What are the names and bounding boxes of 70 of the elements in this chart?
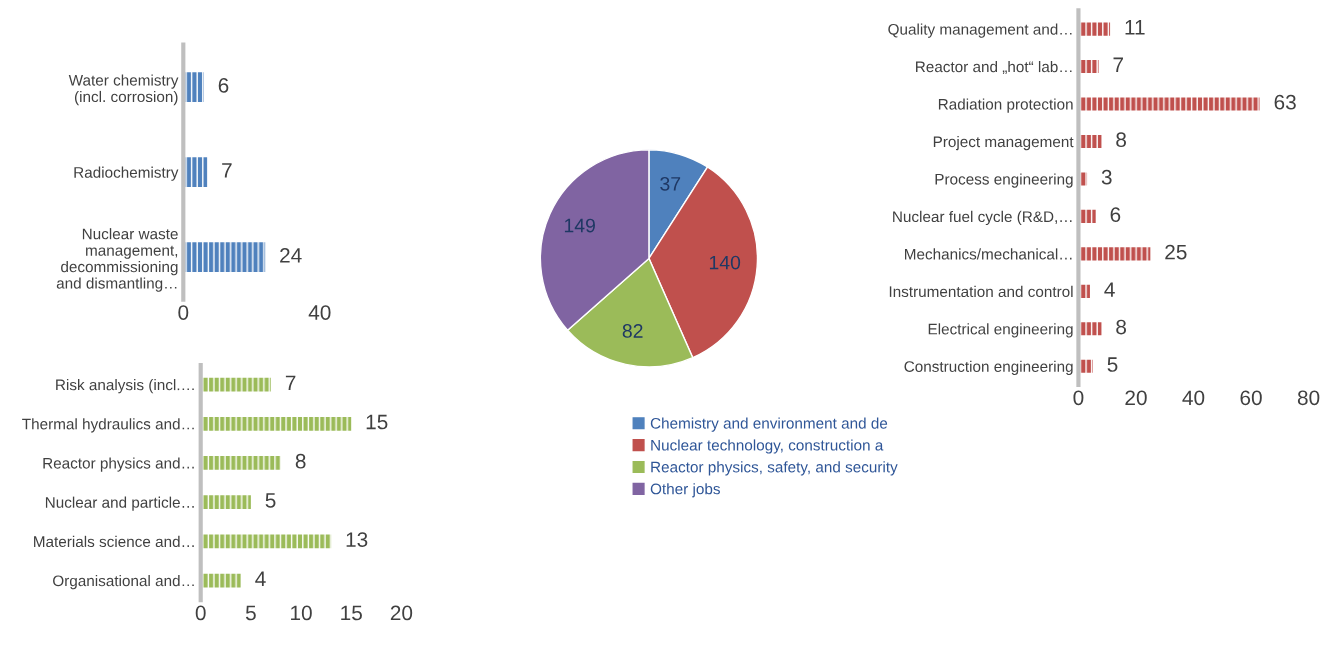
y-tick-label: Nuclear waste management, decommissioning and dismantling…	[56, 228, 178, 292]
data-label: 149	[564, 218, 595, 233]
bar	[200, 416, 352, 431]
x-tick-label: 0	[1073, 390, 1084, 406]
y-tick-label: Radiation protection	[938, 98, 1073, 113]
x-tick-label: 0	[195, 605, 206, 621]
data-label: 8	[295, 453, 306, 469]
data-label: 140	[709, 255, 741, 270]
y-tick-label: Construction engineering	[904, 360, 1073, 375]
x-tick-label: 40	[1182, 390, 1205, 406]
bar	[1078, 22, 1111, 36]
y-tick-label: Instrumentation and control	[889, 285, 1073, 298]
x-tick-label: 15	[341, 605, 362, 621]
y-tick-label: Radiochemistry	[74, 166, 179, 181]
y-tick-label: Electrical engineering	[928, 323, 1073, 338]
y-tick-label: Project management	[933, 135, 1074, 151]
y-tick-label: Water chemistry (incl. corrosion)	[68, 74, 179, 106]
bar	[183, 242, 266, 273]
legend-label: Chemistry and environment and de	[650, 417, 888, 432]
data-label: 25	[1165, 244, 1187, 260]
x-tick-label: 40	[308, 305, 331, 320]
data-label: 8	[1116, 132, 1127, 148]
data-label: 11	[1125, 20, 1145, 35]
data-label: 6	[1110, 207, 1121, 222]
x-tick-label: 20	[390, 605, 413, 621]
y-tick-label: Organisational and…	[53, 575, 194, 590]
data-label: 7	[222, 163, 232, 178]
x-tick-label: 5	[245, 605, 256, 621]
legend-label: Other jobs	[650, 483, 720, 498]
data-label: 13	[346, 532, 368, 547]
data-label: 5	[1107, 357, 1118, 372]
bar	[200, 377, 271, 392]
data-label: 5	[265, 493, 276, 508]
bar	[200, 495, 251, 510]
y-tick-label: Risk analysis (incl.…	[56, 379, 194, 394]
y-tick-label: Quality management and…	[888, 23, 1072, 38]
data-label: 8	[1116, 319, 1127, 335]
data-label: 15	[366, 414, 388, 430]
data-label: 4	[255, 571, 266, 586]
y-tick-label: Materials science and…	[34, 535, 194, 548]
x-tick-label: 60	[1240, 390, 1262, 406]
data-label: 4	[1104, 282, 1115, 297]
data-label: 63	[1274, 94, 1296, 110]
bar	[183, 72, 204, 102]
x-tick-label: 20	[1125, 390, 1147, 406]
y-tick-label: Thermal hydraulics and…	[22, 418, 194, 433]
bar	[200, 534, 332, 549]
bar	[1078, 247, 1151, 261]
y-tick-label: Reactor and „hot“ lab…	[916, 61, 1072, 75]
x-tick-label: 10	[291, 605, 312, 621]
bar	[200, 573, 241, 588]
x-tick-label: 0	[178, 305, 189, 320]
legend-label: Reactor physics, safety, and security	[651, 461, 898, 476]
y-tick-label: Mechanics/mechanical…	[905, 248, 1072, 260]
bar	[183, 157, 208, 188]
bar	[1078, 97, 1260, 111]
data-label: 7	[1113, 57, 1123, 72]
y-tick-label: Nuclear and particle…	[45, 496, 194, 511]
y-tick-label: Nuclear fuel cycle (R&D,…	[893, 210, 1072, 226]
x-tick-label: 80	[1297, 390, 1320, 406]
data-label: 6	[218, 77, 229, 93]
data-label: 82	[622, 324, 643, 338]
y-tick-label: Reactor physics and…	[43, 457, 194, 472]
bar	[200, 456, 281, 470]
y-tick-label: Process engineering	[935, 173, 1073, 188]
data-label: 7	[285, 375, 296, 390]
legend-label: Nuclear technology, construction a	[651, 439, 884, 454]
data-label: 37	[660, 176, 681, 191]
data-label: 24	[280, 248, 302, 263]
data-label: 3	[1101, 169, 1112, 185]
